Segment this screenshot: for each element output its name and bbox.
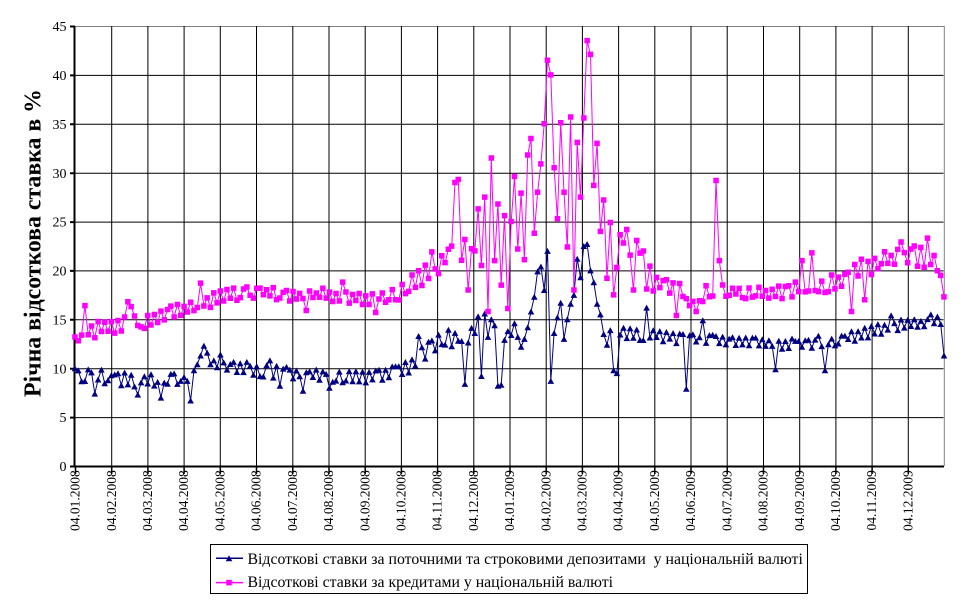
svg-text:Відсоткові ставки за кредитами: Відсоткові ставки за кредитами у націона… [248, 574, 614, 591]
svg-text:20: 20 [53, 265, 67, 280]
svg-text:04.01.2008: 04.01.2008 [68, 470, 83, 531]
svg-text:04.09.2008: 04.09.2008 [357, 470, 372, 531]
svg-text:04.06.2009: 04.06.2009 [683, 470, 698, 531]
svg-text:04.11.2009: 04.11.2009 [864, 470, 879, 530]
svg-text:04.05.2008: 04.05.2008 [212, 470, 227, 531]
svg-text:30: 30 [53, 167, 67, 182]
svg-text:04.03.2008: 04.03.2008 [140, 470, 155, 531]
svg-text:04.04.2009: 04.04.2009 [611, 470, 626, 531]
svg-text:04.12.2008: 04.12.2008 [466, 470, 481, 531]
svg-text:40: 40 [53, 69, 67, 84]
svg-text:15: 15 [53, 313, 67, 328]
svg-text:10: 10 [53, 362, 67, 377]
svg-text:04.11.2008: 04.11.2008 [430, 470, 445, 530]
svg-text:0: 0 [60, 460, 67, 475]
svg-text:04.05.2009: 04.05.2009 [647, 470, 662, 531]
svg-text:04.04.2008: 04.04.2008 [176, 470, 191, 531]
svg-text:04.10.2009: 04.10.2009 [828, 470, 843, 531]
svg-text:04.02.2008: 04.02.2008 [104, 470, 119, 531]
svg-text:04.08.2008: 04.08.2008 [321, 470, 336, 531]
svg-text:Річна відсоткова ставка в %: Річна відсоткова ставка в % [21, 89, 47, 397]
svg-text:04.10.2008: 04.10.2008 [393, 470, 408, 531]
svg-text:04.01.2009: 04.01.2009 [502, 470, 517, 531]
svg-text:04.07.2009: 04.07.2009 [719, 470, 734, 531]
svg-text:5: 5 [60, 411, 67, 426]
svg-text:04.07.2008: 04.07.2008 [285, 470, 300, 531]
svg-text:Відсоткові ставки за поточними: Відсоткові ставки за поточними та строко… [248, 551, 804, 568]
svg-text:04.06.2008: 04.06.2008 [249, 470, 264, 531]
svg-text:25: 25 [53, 216, 67, 231]
svg-text:45: 45 [53, 20, 67, 35]
svg-text:35: 35 [53, 118, 67, 133]
svg-text:04.02.2009: 04.02.2009 [538, 470, 553, 531]
svg-text:04.08.2009: 04.08.2009 [756, 470, 771, 531]
svg-text:04.09.2009: 04.09.2009 [792, 470, 807, 531]
svg-text:04.03.2009: 04.03.2009 [575, 470, 590, 531]
svg-text:04.12.2009: 04.12.2009 [900, 470, 915, 531]
